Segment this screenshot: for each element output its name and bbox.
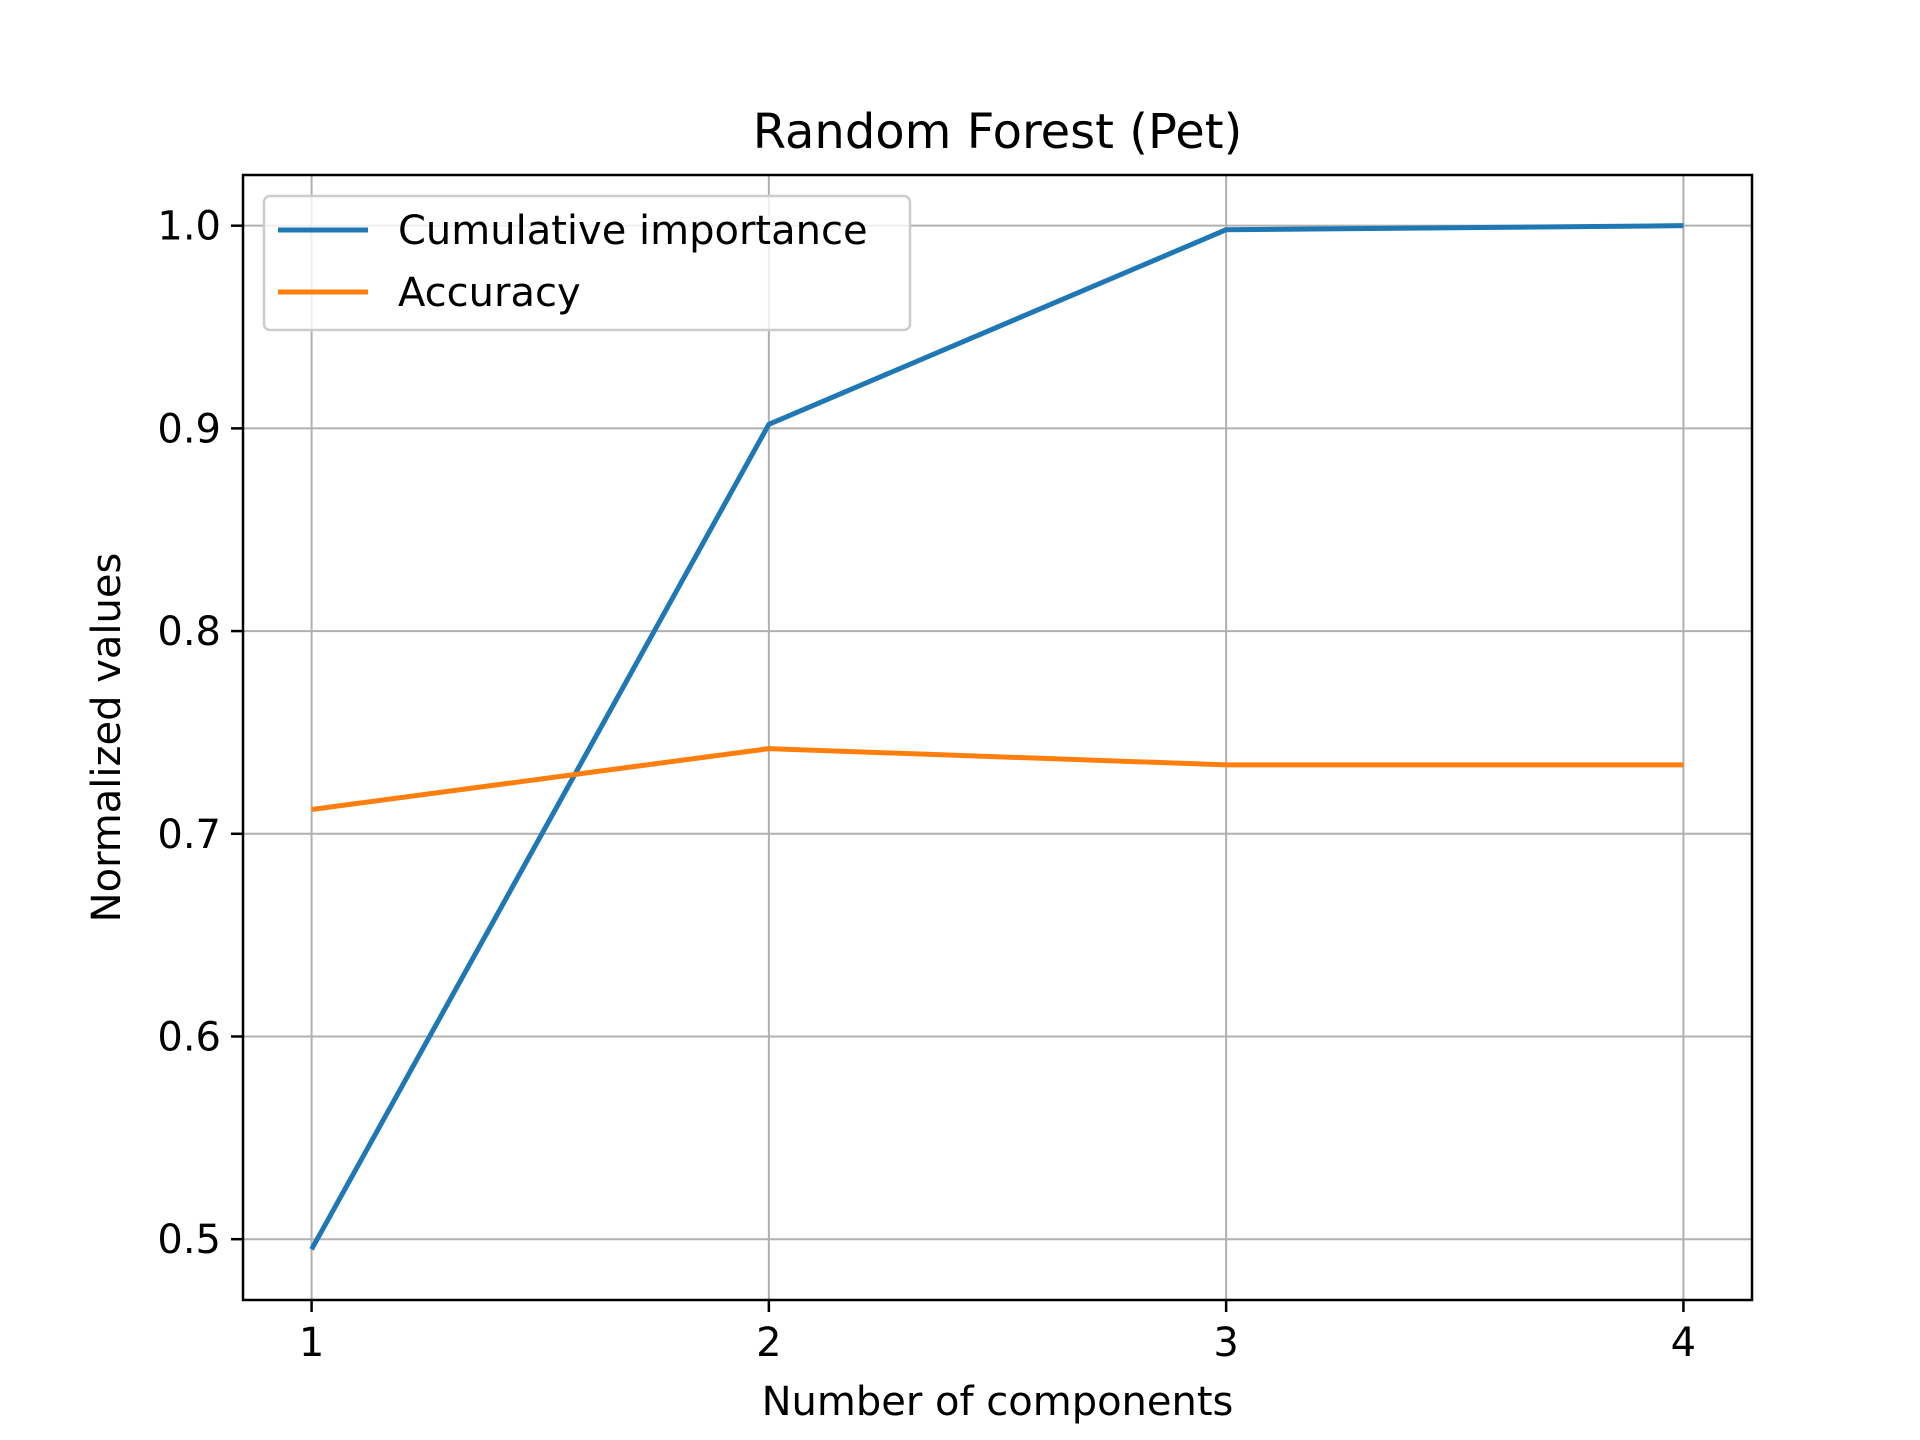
series-group (309, 223, 1684, 1251)
y-tick-label: 1.0 (157, 204, 221, 250)
legend-label-accuracy: Accuracy (398, 270, 581, 316)
axes-frame (241, 173, 1754, 1302)
legend-label-cumulative-importance: Cumulative importance (398, 208, 868, 254)
y-tick-label: 0.5 (157, 1217, 221, 1263)
chart-title: Random Forest (Pet) (753, 104, 1243, 160)
legend: Cumulative importance Accuracy (262, 194, 912, 332)
x-tick-label: 4 (1671, 1320, 1696, 1366)
series-line-cumulative-importance (309, 223, 1684, 1251)
ticks: 1 2 3 4 0.5 0.6 0.7 0.8 0.9 1.0 (157, 204, 1696, 1366)
y-tick-label: 0.8 (157, 609, 221, 655)
series-line-accuracy (311, 746, 1684, 812)
x-tick-label: 3 (1213, 1320, 1238, 1366)
y-tick-label: 0.9 (157, 406, 221, 452)
y-tick-label: 0.7 (157, 812, 221, 858)
x-tick-label: 1 (299, 1320, 324, 1366)
y-tick-label: 0.6 (157, 1014, 221, 1060)
y-axis-label: Normalized values (84, 553, 130, 923)
x-tick-label: 2 (756, 1320, 781, 1366)
x-axis-label: Number of components (762, 1379, 1234, 1425)
legend-frame (262, 194, 912, 332)
